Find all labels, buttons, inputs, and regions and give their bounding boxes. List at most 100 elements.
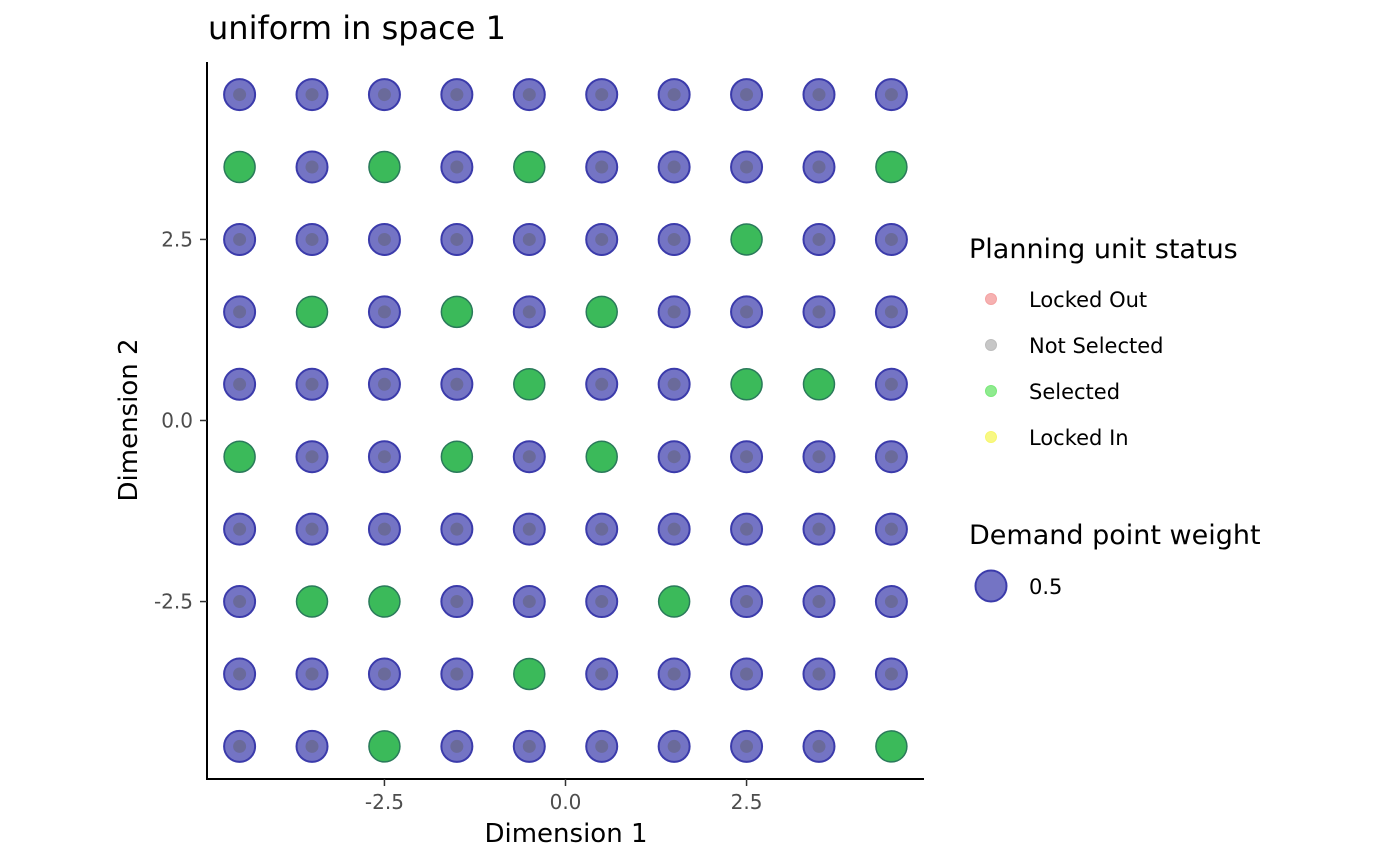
- not-selected-point: [884, 305, 898, 319]
- not-selected-point: [740, 88, 754, 102]
- not-selected-point: [450, 377, 464, 391]
- not-selected-point: [595, 739, 609, 753]
- not-selected-point: [812, 88, 826, 102]
- not-selected-point: [740, 595, 754, 609]
- not-selected-point: [450, 667, 464, 681]
- selected-point: [295, 295, 329, 329]
- not-selected-point: [740, 305, 754, 319]
- chart-title: uniform in space 1: [208, 9, 506, 47]
- planning-unit-point: [440, 440, 474, 473]
- y-tick-label: -2.5: [154, 590, 193, 614]
- not-selected-point: [595, 595, 609, 609]
- planning-unit-point: [512, 440, 546, 474]
- legend-status-label: Locked In: [1029, 426, 1129, 450]
- planning-unit-point: [295, 585, 329, 618]
- selected-point: [440, 295, 474, 329]
- not-selected-point: [740, 667, 754, 681]
- not-selected-point: [450, 595, 464, 609]
- planning-unit-point: [730, 440, 764, 474]
- not-selected-point: [595, 88, 609, 102]
- planning-unit-point: [295, 295, 329, 329]
- not-selected-point: [305, 522, 319, 536]
- y-tick-label: 0.0: [161, 409, 193, 433]
- not-selected-point: [305, 667, 319, 681]
- not-selected-point: [595, 160, 609, 174]
- not-selected-point: [305, 377, 319, 391]
- legend-status-item: Locked In: [985, 426, 1129, 450]
- planning-unit-point: [585, 657, 619, 691]
- planning-unit-point: [730, 729, 764, 763]
- not-selected-point: [595, 377, 609, 391]
- legend-status-items: Locked Out Not Selected Selected Locked In: [985, 288, 1164, 450]
- legend-weight-items: 0.5: [974, 569, 1062, 603]
- legend-status-item: Selected: [985, 380, 1120, 404]
- not-selected-point: [667, 739, 681, 753]
- not-selected-point: [450, 739, 464, 753]
- not-selected-point: [884, 232, 898, 246]
- not-selected-point: [522, 522, 536, 536]
- planning-unit-point: [657, 222, 691, 256]
- planning-unit-point: [802, 368, 836, 401]
- not-selected-point: [667, 88, 681, 102]
- planning-unit-point: [874, 367, 908, 401]
- planning-unit-point: [367, 295, 401, 329]
- not-selected-point: [522, 88, 536, 102]
- selected-point: [368, 585, 401, 618]
- legend-weight-key: [974, 569, 1008, 603]
- planning-unit-point: [802, 729, 836, 763]
- not-selected-point: [233, 739, 247, 753]
- selected-point: [585, 440, 618, 473]
- selected-point: [657, 585, 691, 618]
- planning-unit-point: [368, 730, 401, 763]
- planning-unit-point: [512, 729, 546, 763]
- planning-unit-point: [440, 150, 474, 184]
- x-axis-title: Dimension 1: [484, 819, 647, 849]
- planning-unit-point: [223, 295, 257, 329]
- legend-status-item: Not Selected: [985, 334, 1164, 358]
- y-ticks: -2.5 0.0 2.5: [154, 227, 207, 614]
- planning-unit-point: [657, 78, 691, 112]
- planning-unit-point: [585, 585, 619, 619]
- planning-unit-point: [730, 295, 764, 329]
- not-selected-point: [305, 739, 319, 753]
- not-selected-point: [377, 522, 391, 536]
- planning-unit-point: [657, 150, 691, 184]
- planning-unit-point: [657, 657, 691, 691]
- selected-point: [513, 657, 546, 691]
- planning-unit-point: [874, 295, 908, 329]
- planning-unit-point: [223, 440, 256, 473]
- legend-status-key: [985, 293, 997, 305]
- planning-unit-point: [512, 295, 546, 329]
- planning-unit-point: [730, 512, 764, 546]
- legend-status-title: Planning unit status: [969, 234, 1238, 265]
- planning-unit-point: [874, 78, 908, 112]
- planning-unit-point: [513, 368, 546, 401]
- planning-unit-point: [367, 440, 401, 474]
- planning-unit-point: [223, 657, 257, 691]
- planning-unit-point: [295, 78, 329, 112]
- not-selected-point: [667, 305, 681, 319]
- not-selected-point: [740, 160, 754, 174]
- planning-unit-point: [223, 78, 257, 112]
- selected-point: [513, 150, 546, 184]
- planning-unit-point: [802, 585, 836, 619]
- legend: Planning unit status Locked Out Not Selec…: [969, 234, 1261, 603]
- planning-unit-point: [585, 295, 618, 329]
- selected-point: [875, 150, 908, 184]
- planning-unit-point: [657, 729, 691, 763]
- planning-unit-point: [730, 223, 763, 256]
- y-tick-label: 2.5: [161, 227, 193, 251]
- not-selected-point: [667, 667, 681, 681]
- not-selected-point: [884, 377, 898, 391]
- legend-weight-title: Demand point weight: [969, 520, 1261, 551]
- not-selected-point: [884, 595, 898, 609]
- selected-point: [730, 223, 763, 256]
- not-selected-point: [884, 667, 898, 681]
- planning-unit-point: [585, 150, 619, 184]
- selected-point: [585, 295, 618, 329]
- planning-unit-point: [440, 657, 474, 691]
- not-selected-point: [740, 450, 754, 464]
- selected-point: [440, 440, 474, 473]
- planning-unit-point: [874, 585, 908, 619]
